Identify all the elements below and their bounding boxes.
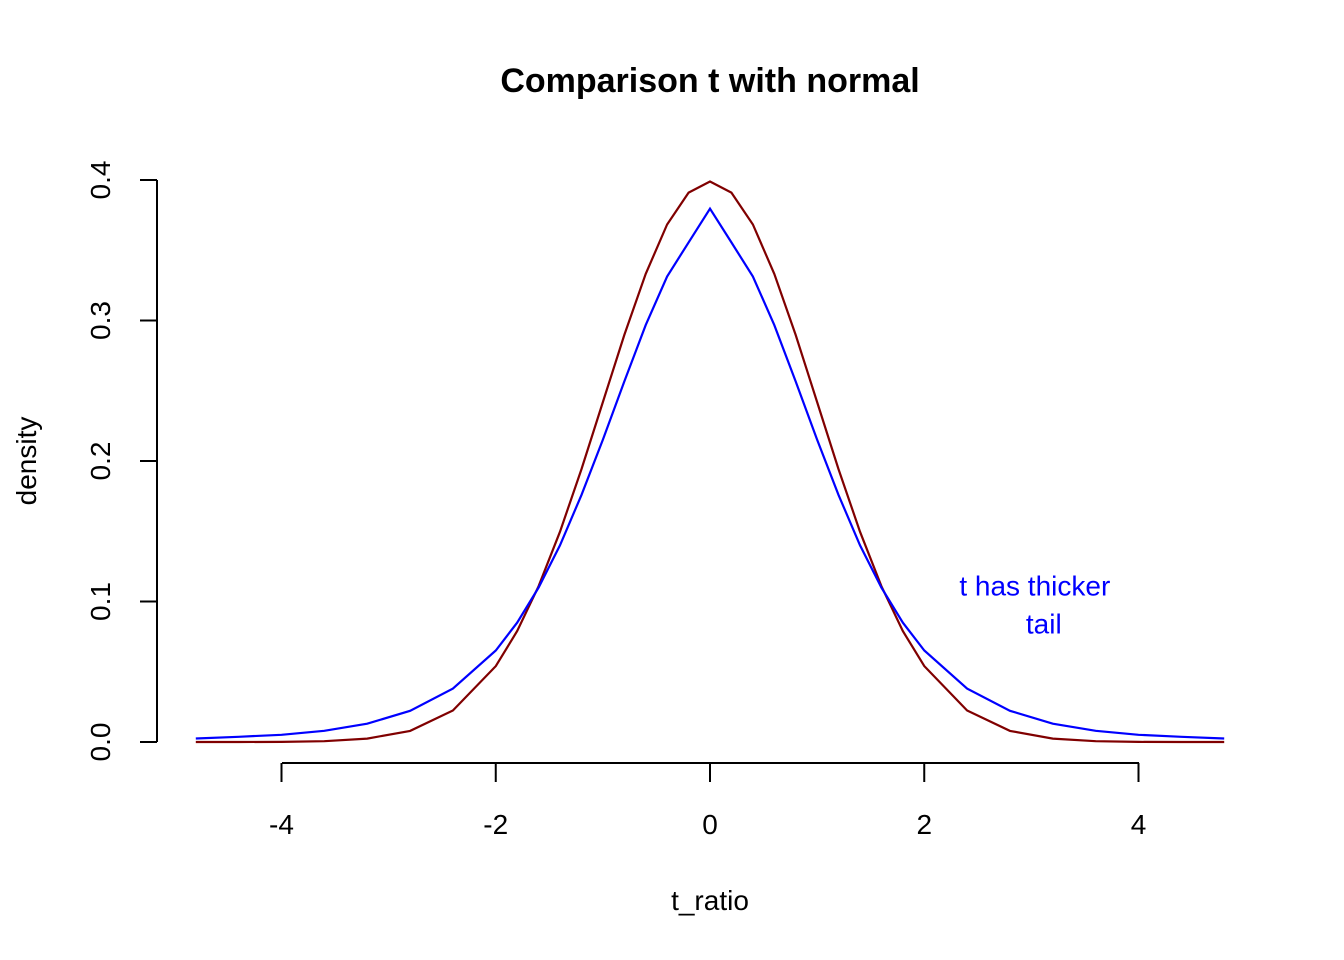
tail-annotation: t has thicker tail <box>959 570 1110 639</box>
y-tick-label: 0.0 <box>85 723 116 762</box>
chart-title: Comparison t with normal <box>500 62 919 100</box>
x-tick-label: -4 <box>269 809 294 840</box>
plot-curves <box>195 180 1225 744</box>
x-tick-label: 4 <box>1131 809 1147 840</box>
y-tick-label: 0.2 <box>85 442 116 481</box>
x-tick-label: 0 <box>702 809 718 840</box>
x-axis-label: t_ratio <box>671 885 749 916</box>
series-line-0 <box>195 180 1225 744</box>
y-tick-label: 0.4 <box>85 161 116 200</box>
y-tick-label: 0.3 <box>85 301 116 340</box>
annotation-line-0: t has thicker <box>959 570 1110 601</box>
x-tick-label: 2 <box>916 809 932 840</box>
x-tick-label: -2 <box>483 809 508 840</box>
y-tick-label: 0.1 <box>85 582 116 621</box>
x-axis-ticks: -4 -2 0 2 4 <box>269 763 1146 840</box>
annotation-line-1: tail <box>1026 608 1062 639</box>
series-line-1 <box>195 206 1225 740</box>
y-axis-label: density <box>11 417 42 506</box>
y-axis-ticks: 0.0 0.1 0.2 0.3 0.4 <box>85 161 157 762</box>
